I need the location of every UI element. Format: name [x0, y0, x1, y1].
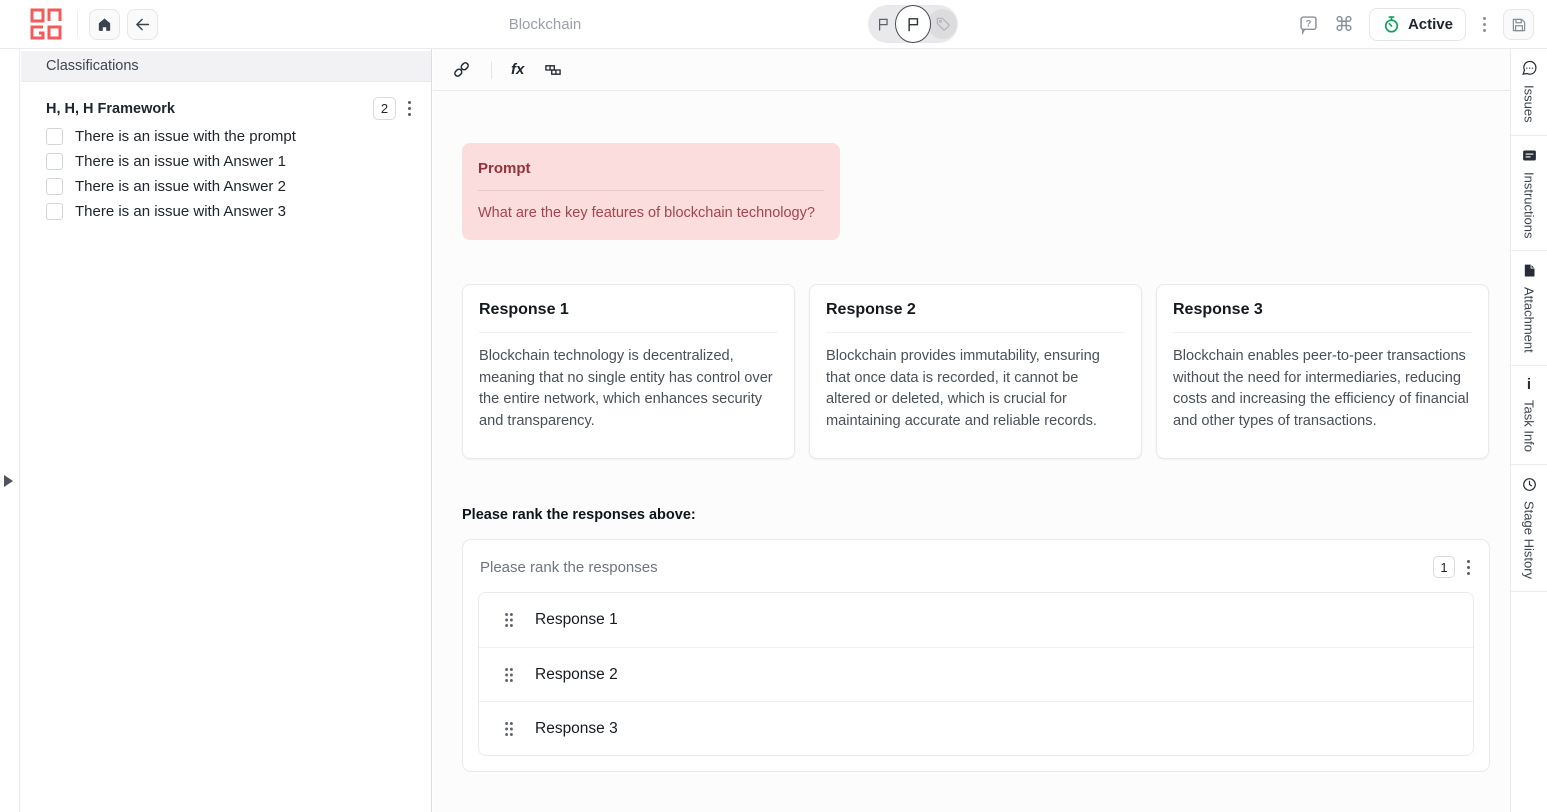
- editor-toolbar: fx: [433, 49, 1510, 91]
- classification-group-kebab[interactable]: [406, 99, 413, 118]
- checkbox-answer1-issue[interactable]: [46, 153, 63, 170]
- tab-attachment[interactable]: Attachment: [1511, 251, 1547, 366]
- response-card-1: Response 1 Blockchain technology is dece…: [462, 284, 795, 459]
- checkbox-answer2-issue[interactable]: [46, 178, 63, 195]
- topbar-right-group: ? ⌘ Active: [1298, 0, 1534, 49]
- chat-bubble-icon: [1521, 60, 1538, 77]
- checkbox-row[interactable]: There is an issue with Answer 2: [46, 178, 413, 195]
- prompt-card-text: What are the key features of blockchain …: [478, 205, 815, 221]
- stopwatch-icon: [1382, 15, 1401, 34]
- response-card-3: Response 3 Blockchain enables peer-to-pe…: [1156, 284, 1489, 459]
- save-icon: [1510, 16, 1528, 34]
- rank-item-3[interactable]: Response 3: [479, 701, 1473, 755]
- prompt-card-title: Prompt: [478, 143, 824, 191]
- checkbox-row[interactable]: There is an issue with Answer 1: [46, 153, 413, 170]
- checkbox-prompt-issue[interactable]: [46, 128, 63, 145]
- response-card-title: Response 3: [1173, 285, 1472, 333]
- panel-collapse-strip: [0, 49, 20, 812]
- classifications-body: H, H, H Framework 2 There is an issue wi…: [21, 82, 431, 220]
- right-tab-rail: Issues Instructions Attachment i Task In…: [1510, 49, 1547, 812]
- classifications-header: Classifications: [21, 51, 431, 82]
- toolbar-divider: [491, 60, 492, 79]
- save-button[interactable]: [1503, 9, 1534, 40]
- response-card-title: Response 2: [826, 285, 1125, 333]
- ranking-card: Please rank the responses 1 Response 1: [462, 539, 1490, 772]
- table-tool-icon[interactable]: [543, 60, 563, 80]
- asset-title: Blockchain: [508, 16, 582, 33]
- topbar-left-group: [0, 6, 165, 42]
- rank-item-2[interactable]: Response 2: [479, 647, 1473, 701]
- task-content: Prompt What are the key features of bloc…: [433, 91, 1510, 772]
- classifications-panel: Classifications H, H, H Framework 2 Ther…: [21, 49, 432, 812]
- expand-panel-arrow[interactable]: [4, 475, 13, 487]
- flag-selected-button[interactable]: [894, 5, 932, 43]
- checkbox-row[interactable]: There is an issue with the prompt: [46, 128, 413, 145]
- rank-item-1[interactable]: Response 1: [479, 593, 1473, 647]
- response-card-text: Blockchain enables peer-to-peer transact…: [1173, 348, 1469, 429]
- flag-toggle-group: [868, 5, 958, 43]
- drag-handle-icon[interactable]: [504, 721, 514, 737]
- attachment-file-icon: [1522, 262, 1537, 279]
- ranking-header: Please rank the responses 1: [478, 554, 1474, 578]
- timer-status-button[interactable]: Active: [1368, 8, 1466, 41]
- ranking-badge[interactable]: 1: [1433, 556, 1455, 578]
- tag-button[interactable]: [928, 9, 957, 39]
- svg-text:?: ?: [1306, 19, 1312, 29]
- shortcuts-icon[interactable]: ⌘: [1333, 13, 1354, 36]
- topbar-divider: [77, 11, 78, 37]
- back-arrow-icon: [133, 15, 152, 34]
- response-card-text: Blockchain provides immutability, ensuri…: [826, 348, 1100, 429]
- response-card-2: Response 2 Blockchain provides immutabil…: [809, 284, 1142, 459]
- flag-left-button[interactable]: [869, 9, 898, 39]
- prompt-card: Prompt What are the key features of bloc…: [462, 143, 840, 240]
- drag-handle-icon[interactable]: [504, 612, 514, 628]
- responses-row: Response 1 Blockchain technology is dece…: [462, 284, 1490, 459]
- classification-group-label: H, H, H Framework: [46, 100, 175, 117]
- ranking-list: Response 1 Response 2: [478, 592, 1474, 756]
- ranking-question: Please rank the responses: [480, 558, 658, 576]
- info-icon: i: [1526, 375, 1532, 393]
- history-clock-icon: [1521, 476, 1538, 493]
- home-icon: [96, 16, 113, 33]
- instructions-card-icon: [1521, 147, 1538, 164]
- help-icon[interactable]: ?: [1298, 14, 1319, 35]
- response-card-text: Blockchain technology is decentralized, …: [479, 348, 773, 429]
- app-logo-icon[interactable]: [28, 6, 64, 42]
- tab-instructions[interactable]: Instructions: [1511, 136, 1547, 252]
- classification-group-row: H, H, H Framework 2: [46, 97, 413, 120]
- ranking-kebab-menu[interactable]: [1465, 558, 1472, 577]
- top-bar: Blockchain ? ⌘: [0, 0, 1547, 49]
- checkbox-answer3-issue[interactable]: [46, 203, 63, 220]
- main-area: fx Prompt What are the key features of b…: [433, 49, 1510, 812]
- tab-stage-history[interactable]: Stage History: [1511, 465, 1547, 592]
- response-card-title: Response 1: [479, 285, 778, 333]
- home-button[interactable]: [89, 8, 120, 40]
- function-tool-icon[interactable]: fx: [511, 61, 525, 78]
- checkbox-row[interactable]: There is an issue with Answer 3: [46, 203, 413, 220]
- link-tool-icon[interactable]: [451, 59, 472, 80]
- rank-instruction: Please rank the responses above:: [462, 507, 696, 523]
- tab-task-info[interactable]: i Task Info: [1511, 366, 1547, 465]
- timer-status-label: Active: [1407, 16, 1453, 33]
- tab-issues[interactable]: Issues: [1511, 49, 1547, 136]
- topbar-kebab-menu[interactable]: [1481, 15, 1488, 34]
- back-button[interactable]: [127, 8, 158, 40]
- drag-handle-icon[interactable]: [504, 667, 514, 683]
- classification-group-badge[interactable]: 2: [373, 97, 396, 120]
